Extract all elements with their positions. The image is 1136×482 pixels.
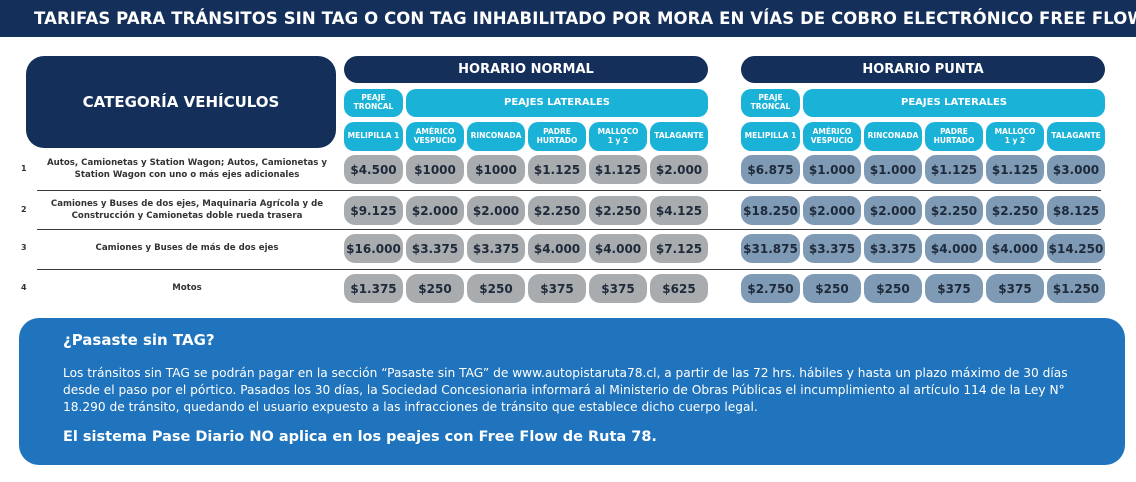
category-header: CATEGORÍA VEHÍCULOS <box>26 56 336 148</box>
group-normal-column-header: TALAGANTE <box>650 122 708 151</box>
page-title: TARIFAS PARA TRÁNSITOS SIN TAG O CON TAG… <box>0 0 1136 37</box>
group-punta-price-cell: $1.000 <box>803 155 861 184</box>
group-punta-column-header: PADRE HURTADO <box>925 122 983 151</box>
info-title: ¿Pasaste sin TAG? <box>63 331 215 349</box>
group-punta-column-header: RINCONADA <box>864 122 922 151</box>
group-punta-price-cell: $2.250 <box>986 196 1044 225</box>
group-punta-price-cell: $250 <box>864 274 922 303</box>
group-normal-price-cell: $2.000 <box>650 155 708 184</box>
group-normal-price-cell: $3.375 <box>467 234 525 263</box>
group-punta-header: HORARIO PUNTA <box>741 56 1105 83</box>
group-punta-price-cell: $1.000 <box>864 155 922 184</box>
group-punta-price-cell: $14.250 <box>1047 234 1105 263</box>
group-normal-price-cell: $2.250 <box>528 196 586 225</box>
group-normal-price-cell: $2.000 <box>406 196 464 225</box>
row-category-label: Motos <box>172 282 202 293</box>
group-punta-price-cell: $6.875 <box>741 155 800 184</box>
group-normal-header: HORARIO NORMAL <box>344 56 708 83</box>
row-number: 4 <box>21 283 27 292</box>
group-punta-price-cell: $31.875 <box>741 234 800 263</box>
group-normal-price-cell: $9.125 <box>344 196 403 225</box>
group-punta-price-cell: $3.375 <box>864 234 922 263</box>
group-punta-price-cell: $3.375 <box>803 234 861 263</box>
group-normal-price-cell: $4.500 <box>344 155 403 184</box>
group-punta-price-cell: $375 <box>925 274 983 303</box>
row-category-label: Camiones y Buses de dos ejes, Maquinaria… <box>50 199 324 221</box>
group-punta-price-cell: $3.000 <box>1047 155 1105 184</box>
group-normal-column-header: RINCONADA <box>467 122 525 151</box>
row-divider <box>37 190 1101 191</box>
group-normal-price-cell: $4.000 <box>528 234 586 263</box>
group-punta-price-cell: $2.750 <box>741 274 800 303</box>
group-punta-price-cell: $8.125 <box>1047 196 1105 225</box>
row-number: 1 <box>21 164 27 173</box>
group-normal-column-header: MALLOCO 1 y 2 <box>589 122 647 151</box>
group-punta-price-cell: $2.250 <box>925 196 983 225</box>
group-punta-column-header: MELIPILLA 1 <box>741 122 800 151</box>
group-punta-column-header: TALAGANTE <box>1047 122 1105 151</box>
row-number: 3 <box>21 243 27 252</box>
group-normal-price-cell: $375 <box>528 274 586 303</box>
info-box: ¿Pasaste sin TAG? Los tránsitos sin TAG … <box>19 318 1125 465</box>
group-punta-column-header: MALLOCO 1 y 2 <box>986 122 1044 151</box>
row-divider <box>37 269 1101 270</box>
group-normal-price-cell: $7.125 <box>650 234 708 263</box>
group-punta-column-header: AMÉRICO VESPUCIO <box>803 122 861 151</box>
group-normal-price-cell: $375 <box>589 274 647 303</box>
group-normal-price-cell: $1000 <box>467 155 525 184</box>
group-normal-price-cell: $2.000 <box>467 196 525 225</box>
group-normal-price-cell: $16.000 <box>344 234 403 263</box>
group-normal-price-cell: $625 <box>650 274 708 303</box>
row-divider <box>37 229 1101 230</box>
group-punta-laterales-label: PEAJES LATERALES <box>803 89 1105 117</box>
group-punta-price-cell: $2.000 <box>864 196 922 225</box>
group-punta-price-cell: $4.000 <box>925 234 983 263</box>
group-punta-price-cell: $4.000 <box>986 234 1044 263</box>
group-normal-price-cell: $250 <box>467 274 525 303</box>
group-punta-price-cell: $1.125 <box>925 155 983 184</box>
group-normal-price-cell: $2.250 <box>589 196 647 225</box>
row-category-label: Camiones y Buses de más de dos ejes <box>95 242 279 253</box>
group-punta-price-cell: $2.000 <box>803 196 861 225</box>
group-normal-troncal-label: PEAJE TRONCAL <box>344 89 403 117</box>
group-normal-price-cell: $3.375 <box>406 234 464 263</box>
info-footer: El sistema Pase Diario NO aplica en los … <box>63 429 657 446</box>
group-normal-column-header: AMÉRICO VESPUCIO <box>406 122 464 151</box>
group-punta-price-cell: $18.250 <box>741 196 800 225</box>
group-normal-price-cell: $1.125 <box>589 155 647 184</box>
group-punta-price-cell: $250 <box>803 274 861 303</box>
group-normal-price-cell: $1.125 <box>528 155 586 184</box>
group-punta-price-cell: $375 <box>986 274 1044 303</box>
row-number: 2 <box>21 205 27 214</box>
group-normal-laterales-label: PEAJES LATERALES <box>406 89 708 117</box>
group-normal-price-cell: $4.125 <box>650 196 708 225</box>
group-normal-price-cell: $1.375 <box>344 274 403 303</box>
group-punta-price-cell: $1.125 <box>986 155 1044 184</box>
group-normal-price-cell: $4.000 <box>589 234 647 263</box>
group-punta-troncal-label: PEAJE TRONCAL <box>741 89 800 117</box>
row-category-label: Autos, Camionetas y Station Wagon; Autos… <box>47 158 327 180</box>
group-punta-price-cell: $1.250 <box>1047 274 1105 303</box>
group-normal-column-header: PADRE HURTADO <box>528 122 586 151</box>
info-text: Los tránsitos sin TAG se podrán pagar en… <box>63 366 1068 414</box>
group-normal-price-cell: $250 <box>406 274 464 303</box>
group-normal-price-cell: $1000 <box>406 155 464 184</box>
group-normal-column-header: MELIPILLA 1 <box>344 122 403 151</box>
